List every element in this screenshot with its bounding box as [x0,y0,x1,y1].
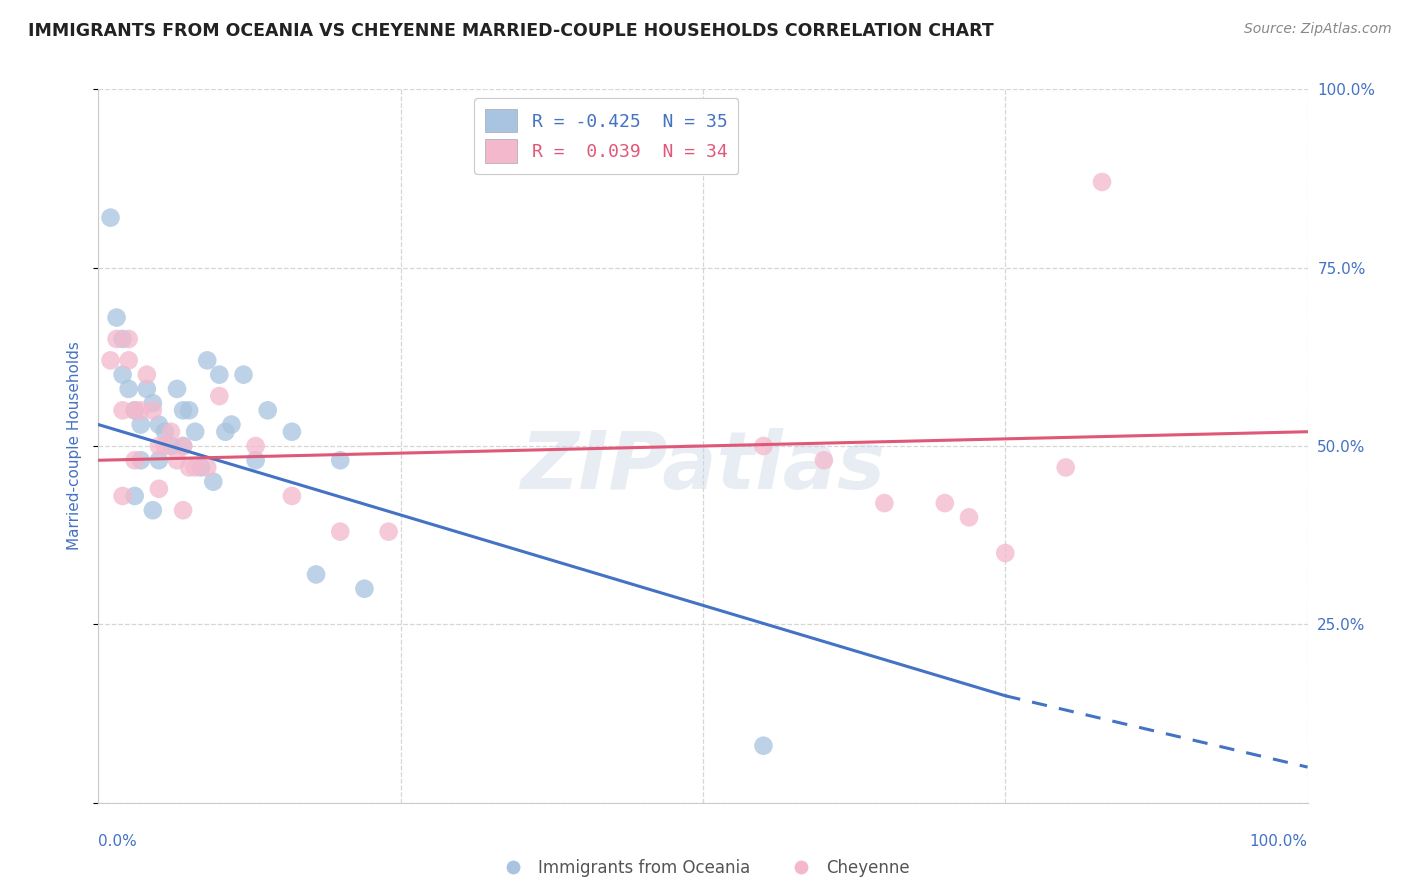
Point [153,425,176,439]
Point [129,417,152,432]
Point [111,489,134,503]
Point [172,403,194,417]
Point [166,382,188,396]
Point [118,382,141,396]
Point [105,310,128,325]
Point [329,524,352,539]
Point [305,567,328,582]
Legend: Immigrants from Oceania, Cheyenne: Immigrants from Oceania, Cheyenne [491,853,915,884]
Point [214,425,236,439]
Point [256,403,278,417]
Point [172,503,194,517]
Text: ZIPatlas: ZIPatlas [520,428,886,507]
Point [148,417,170,432]
Point [813,453,835,467]
Point [153,439,176,453]
Point [202,475,225,489]
Point [281,489,304,503]
Text: IMMIGRANTS FROM OCEANIA VS CHEYENNE MARRIED-COUPLE HOUSEHOLDS CORRELATION CHART: IMMIGRANTS FROM OCEANIA VS CHEYENNE MARR… [28,22,994,40]
Point [129,403,152,417]
Point [172,439,194,453]
Point [190,460,212,475]
Text: 100.0%: 100.0% [1250,834,1308,849]
Point [957,510,980,524]
Point [934,496,956,510]
Point [179,460,201,475]
Point [377,524,399,539]
Point [135,382,157,396]
Point [105,332,128,346]
Legend: R = -0.425  N = 35, R =  0.039  N = 34: R = -0.425 N = 35, R = 0.039 N = 34 [474,98,738,174]
Point [179,403,201,417]
Point [873,496,896,510]
Point [1091,175,1114,189]
Point [111,368,134,382]
Point [994,546,1017,560]
Point [752,739,775,753]
Point [100,353,122,368]
Point [281,425,304,439]
Point [111,403,134,417]
Point [353,582,375,596]
Point [148,439,170,453]
Text: Source: ZipAtlas.com: Source: ZipAtlas.com [1244,22,1392,37]
Point [752,439,775,453]
Point [221,417,243,432]
Point [111,332,134,346]
Text: 0.0%: 0.0% [98,834,138,849]
Point [195,353,218,368]
Point [232,368,254,382]
Point [208,389,231,403]
Point [100,211,122,225]
Point [135,368,157,382]
Point [184,460,207,475]
Point [245,453,267,467]
Point [208,368,231,382]
Point [118,353,141,368]
Point [148,482,170,496]
Point [1054,460,1077,475]
Point [129,453,152,467]
Point [124,403,146,417]
Point [160,439,183,453]
Y-axis label: Married-couple Households: Married-couple Households [67,342,83,550]
Point [329,453,352,467]
Point [195,460,218,475]
Point [184,425,207,439]
Point [118,332,141,346]
Point [124,403,146,417]
Point [148,453,170,467]
Point [245,439,267,453]
Point [124,489,146,503]
Point [142,396,165,410]
Point [142,403,165,417]
Point [124,453,146,467]
Point [160,425,183,439]
Point [172,439,194,453]
Point [142,503,165,517]
Point [166,453,188,467]
